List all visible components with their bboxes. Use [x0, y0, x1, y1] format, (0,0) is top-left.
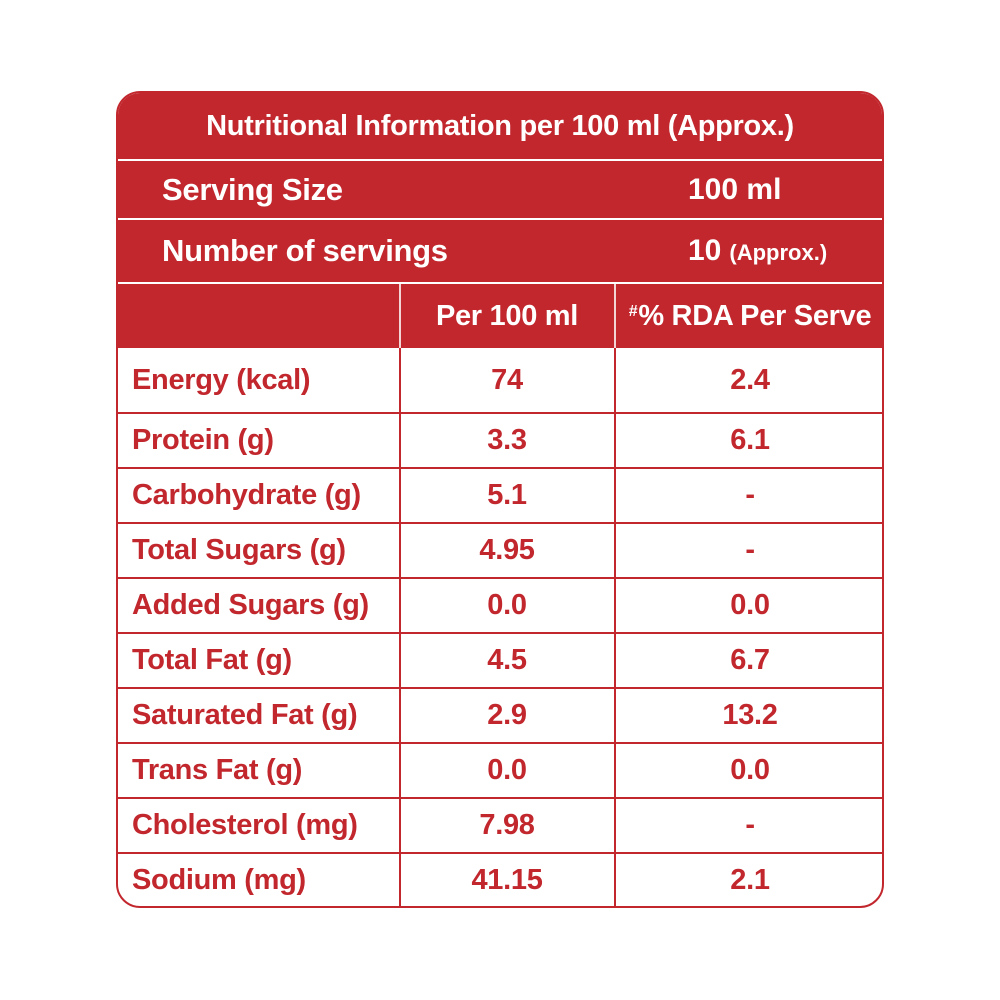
- column-header-rda-label: % RDA Per Serve: [638, 299, 872, 332]
- per-100-value: 0.0: [487, 754, 527, 786]
- table-row: Saturated Fat (g) 2.9 13.2: [118, 687, 882, 742]
- per-100-value: 74: [491, 363, 523, 396]
- per-100-value: 2.9: [487, 699, 527, 731]
- nutrient-name: Cholesterol (mg): [132, 809, 358, 841]
- serving-size-band: Serving Size 100 ml: [118, 161, 882, 218]
- column-header-band: Per 100 ml #% RDA Per Serve: [118, 284, 882, 348]
- table-row: Cholesterol (mg) 7.98 -: [118, 797, 882, 852]
- rda-value: 6.7: [730, 644, 770, 676]
- rda-value: 13.2: [722, 699, 778, 731]
- nutrient-name: Sodium (mg): [132, 864, 306, 896]
- nutrient-name: Added Sugars (g): [132, 589, 369, 621]
- servings-value: 10: [688, 234, 722, 267]
- nutrient-name: Total Sugars (g): [132, 534, 346, 566]
- servings-note: (Approx.): [729, 240, 828, 265]
- table-row: Sodium (mg) 41.15 2.1: [118, 852, 882, 906]
- table-row: Protein (g) 3.3 6.1: [118, 412, 882, 467]
- per-100-value: 0.0: [487, 589, 527, 621]
- nutrition-table: Nutritional Information per 100 ml (Appr…: [116, 91, 884, 908]
- column-header-per-100-label: Per 100 ml: [435, 299, 579, 332]
- rda-value: 0.0: [730, 589, 770, 621]
- table-title-band: Nutritional Information per 100 ml (Appr…: [118, 93, 882, 159]
- rda-value: -: [745, 809, 755, 841]
- serving-size-value: 100 ml: [688, 172, 782, 206]
- per-100-value: 7.98: [479, 809, 535, 841]
- column-header-rda: #% RDA Per Serve: [616, 284, 882, 348]
- servings-label: Number of servings: [162, 233, 448, 268]
- table-row: Carbohydrate (g) 5.1 -: [118, 467, 882, 522]
- nutrient-name: Carbohydrate (g): [132, 479, 361, 511]
- per-100-value: 5.1: [487, 479, 527, 511]
- per-100-value: 4.5: [487, 644, 527, 676]
- table-row: Energy (kcal) 74 2.4: [118, 348, 882, 412]
- per-100-value: 4.95: [479, 534, 535, 566]
- servings-band: Number of servings 10 (Approx.): [118, 220, 882, 282]
- rda-value: 0.0: [730, 754, 770, 786]
- nutrient-name: Trans Fat (g): [132, 754, 303, 786]
- per-100-value: 3.3: [487, 424, 527, 456]
- nutrient-name: Protein (g): [132, 424, 274, 456]
- table-row: Added Sugars (g) 0.0 0.0: [118, 577, 882, 632]
- column-divider: [614, 348, 616, 906]
- nutrient-name: Saturated Fat (g): [132, 699, 358, 731]
- nutrient-name: Total Fat (g): [132, 644, 292, 676]
- header-divider: [399, 284, 401, 348]
- table-row: Total Sugars (g) 4.95 -: [118, 522, 882, 577]
- table-title: Nutritional Information per 100 ml (Appr…: [206, 109, 794, 142]
- nutrient-rows: Energy (kcal) 74 2.4 Protein (g) 3.3 6.1 Carbo…: [118, 348, 882, 906]
- header-divider: [614, 284, 616, 348]
- rda-value: -: [745, 534, 755, 566]
- servings-value-wrap: 10 (Approx.): [688, 234, 827, 268]
- serving-size-label: Serving Size: [162, 171, 343, 207]
- column-header-per-100: Per 100 ml: [400, 284, 614, 348]
- table-row: Total Fat (g) 4.5 6.7: [118, 632, 882, 687]
- rda-value: 2.1: [730, 864, 770, 896]
- per-100-value: 41.15: [471, 864, 543, 896]
- rda-value: 2.4: [730, 363, 770, 396]
- table-row: Trans Fat (g) 0.0 0.0: [118, 742, 882, 797]
- column-divider: [399, 348, 401, 906]
- rda-value: -: [745, 479, 755, 511]
- rda-footnote-mark: #: [628, 303, 638, 320]
- rda-value: 6.1: [730, 424, 770, 456]
- nutrient-name: Energy (kcal): [132, 363, 311, 396]
